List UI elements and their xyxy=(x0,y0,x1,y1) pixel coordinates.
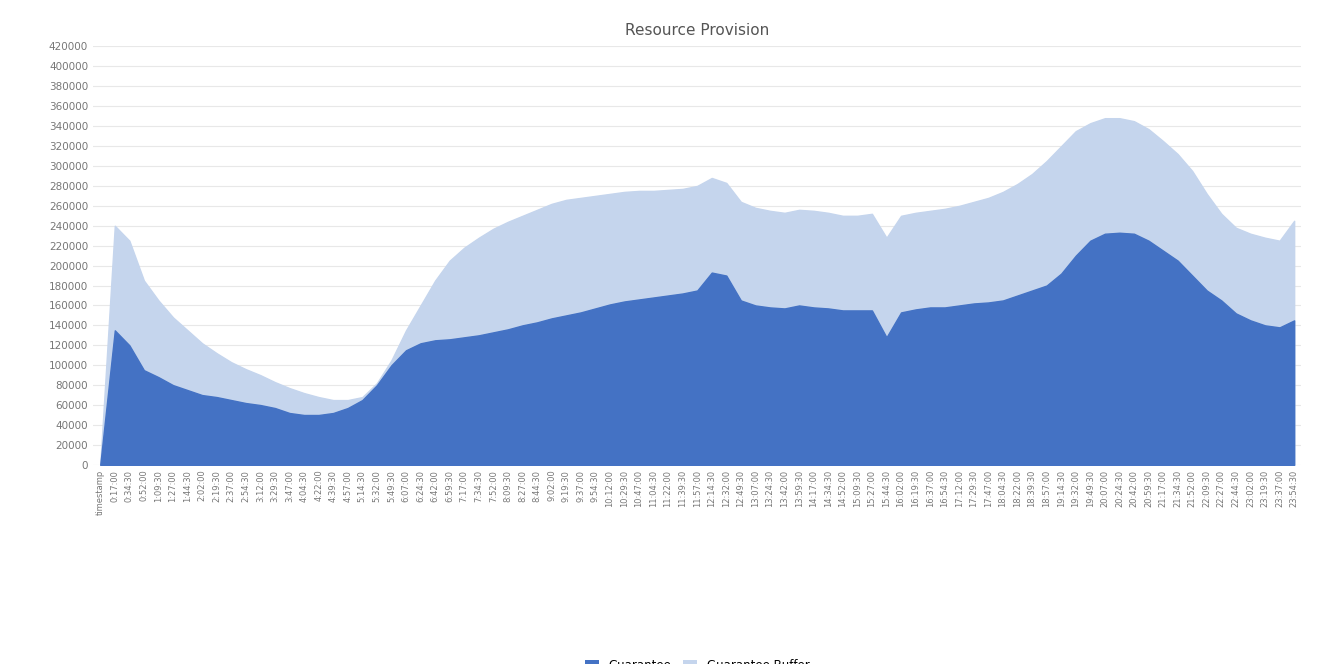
Title: Resource Provision: Resource Provision xyxy=(625,23,769,39)
Legend: Guarantee, Guarantee Buffer: Guarantee, Guarantee Buffer xyxy=(580,654,814,664)
